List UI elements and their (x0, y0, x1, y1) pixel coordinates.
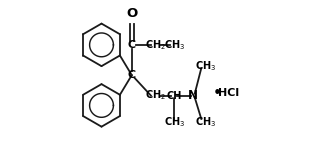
Text: C: C (128, 40, 136, 50)
Text: CH$_2$: CH$_2$ (145, 38, 166, 52)
Text: C: C (128, 70, 136, 80)
Text: HCl: HCl (218, 88, 239, 98)
Text: O: O (126, 6, 137, 19)
Text: CH$_3$: CH$_3$ (195, 116, 216, 130)
Text: CH$_2$: CH$_2$ (145, 89, 166, 102)
Text: CH: CH (167, 91, 182, 101)
Text: CH$_3$: CH$_3$ (195, 59, 216, 73)
Text: •: • (212, 86, 221, 101)
Text: CH$_3$: CH$_3$ (164, 116, 185, 130)
Text: CH$_3$: CH$_3$ (164, 38, 185, 52)
Text: N: N (188, 89, 198, 102)
